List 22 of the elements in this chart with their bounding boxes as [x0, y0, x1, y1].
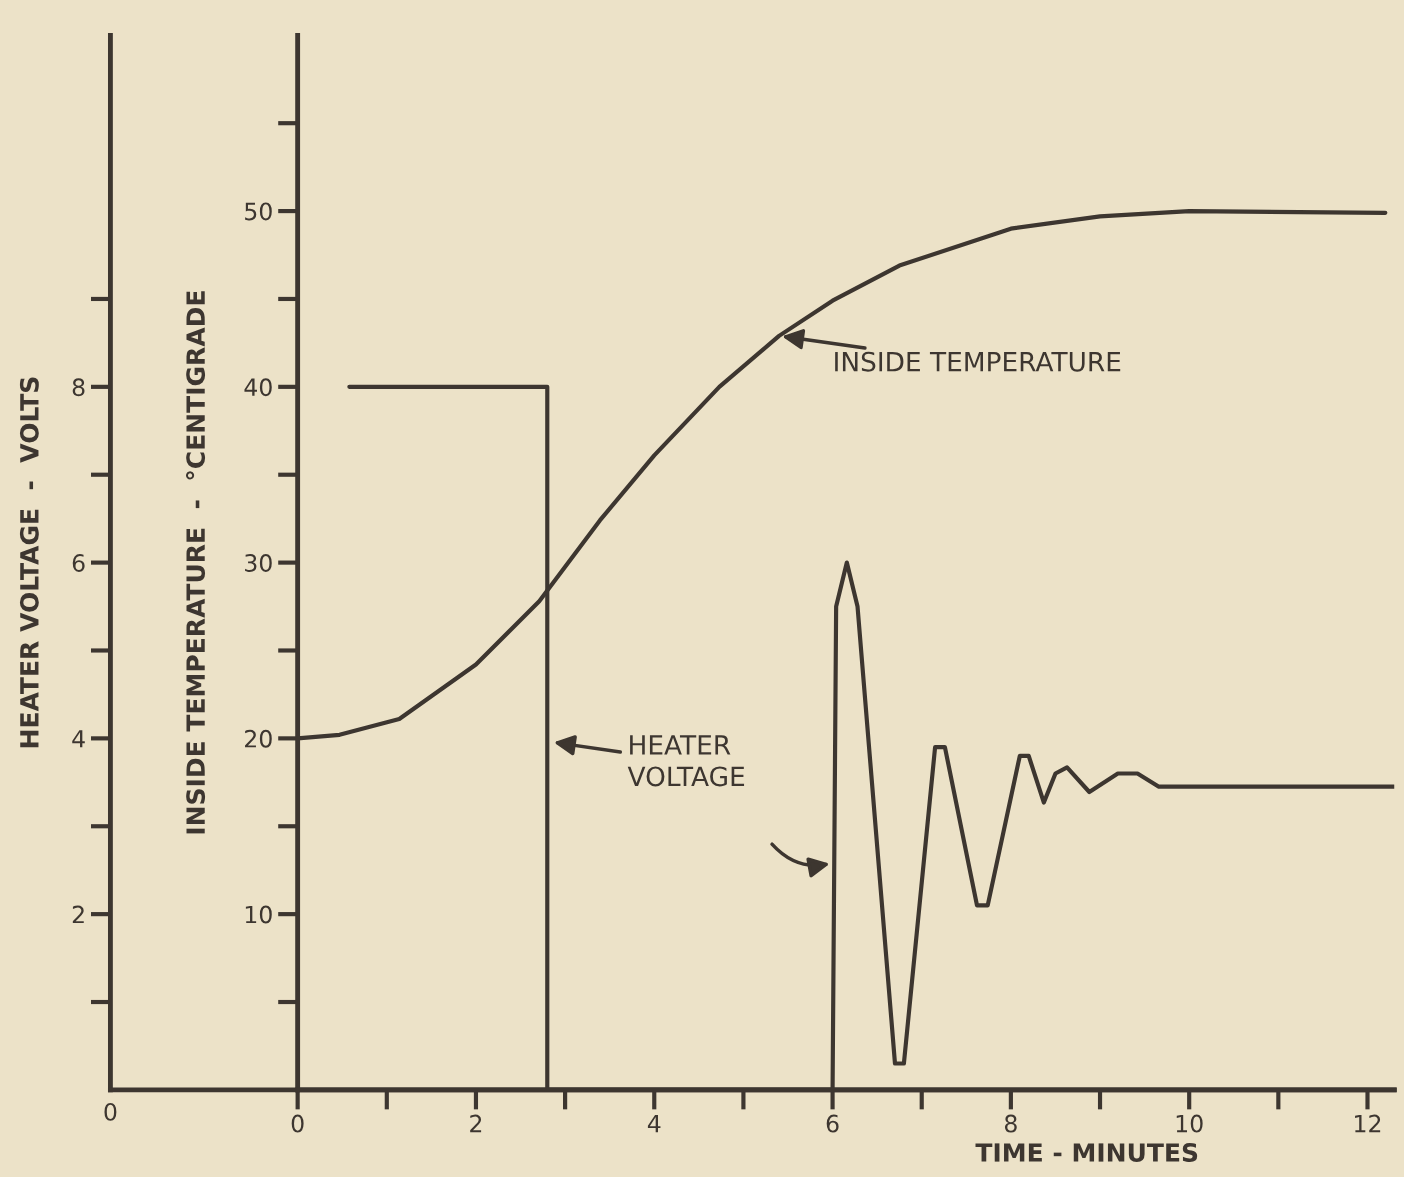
y2-tick-label: 8	[72, 378, 85, 397]
y-tick-label: 30	[245, 554, 272, 572]
x-axis-title: TIME - MINUTES	[975, 1143, 1198, 1162]
x-tick-label: 12	[1355, 1114, 1381, 1133]
x-tick-label: 8	[1004, 1114, 1017, 1133]
y-tick-label: 10	[245, 905, 272, 924]
x-tick-label: 6	[826, 1114, 839, 1133]
x-tick-label: 2	[470, 1114, 482, 1133]
y-tick-label: 50	[245, 202, 272, 221]
y2-axis-title: HEATER VOLTAGE - VOLTS	[19, 377, 39, 748]
y-tick-label: 20	[245, 729, 272, 748]
y2-tick-label: 2	[72, 905, 84, 924]
text: 0	[104, 1102, 117, 1121]
y-axis-title: INSIDE TEMPERATURE - °CENTIGRADE	[185, 291, 206, 834]
x-tick-label: 10	[1176, 1114, 1203, 1133]
x-tick-label: 4	[647, 1114, 661, 1133]
y2-tick-label: 6	[72, 554, 85, 572]
y2-tick-label: 4	[72, 730, 85, 748]
annotation: INSIDE TEMPERATURE	[835, 351, 1121, 372]
annotation: HEATER VOLTAGE	[627, 735, 745, 787]
y-tick-label: 40	[244, 378, 272, 397]
x-tick-label: 0	[291, 1114, 304, 1133]
